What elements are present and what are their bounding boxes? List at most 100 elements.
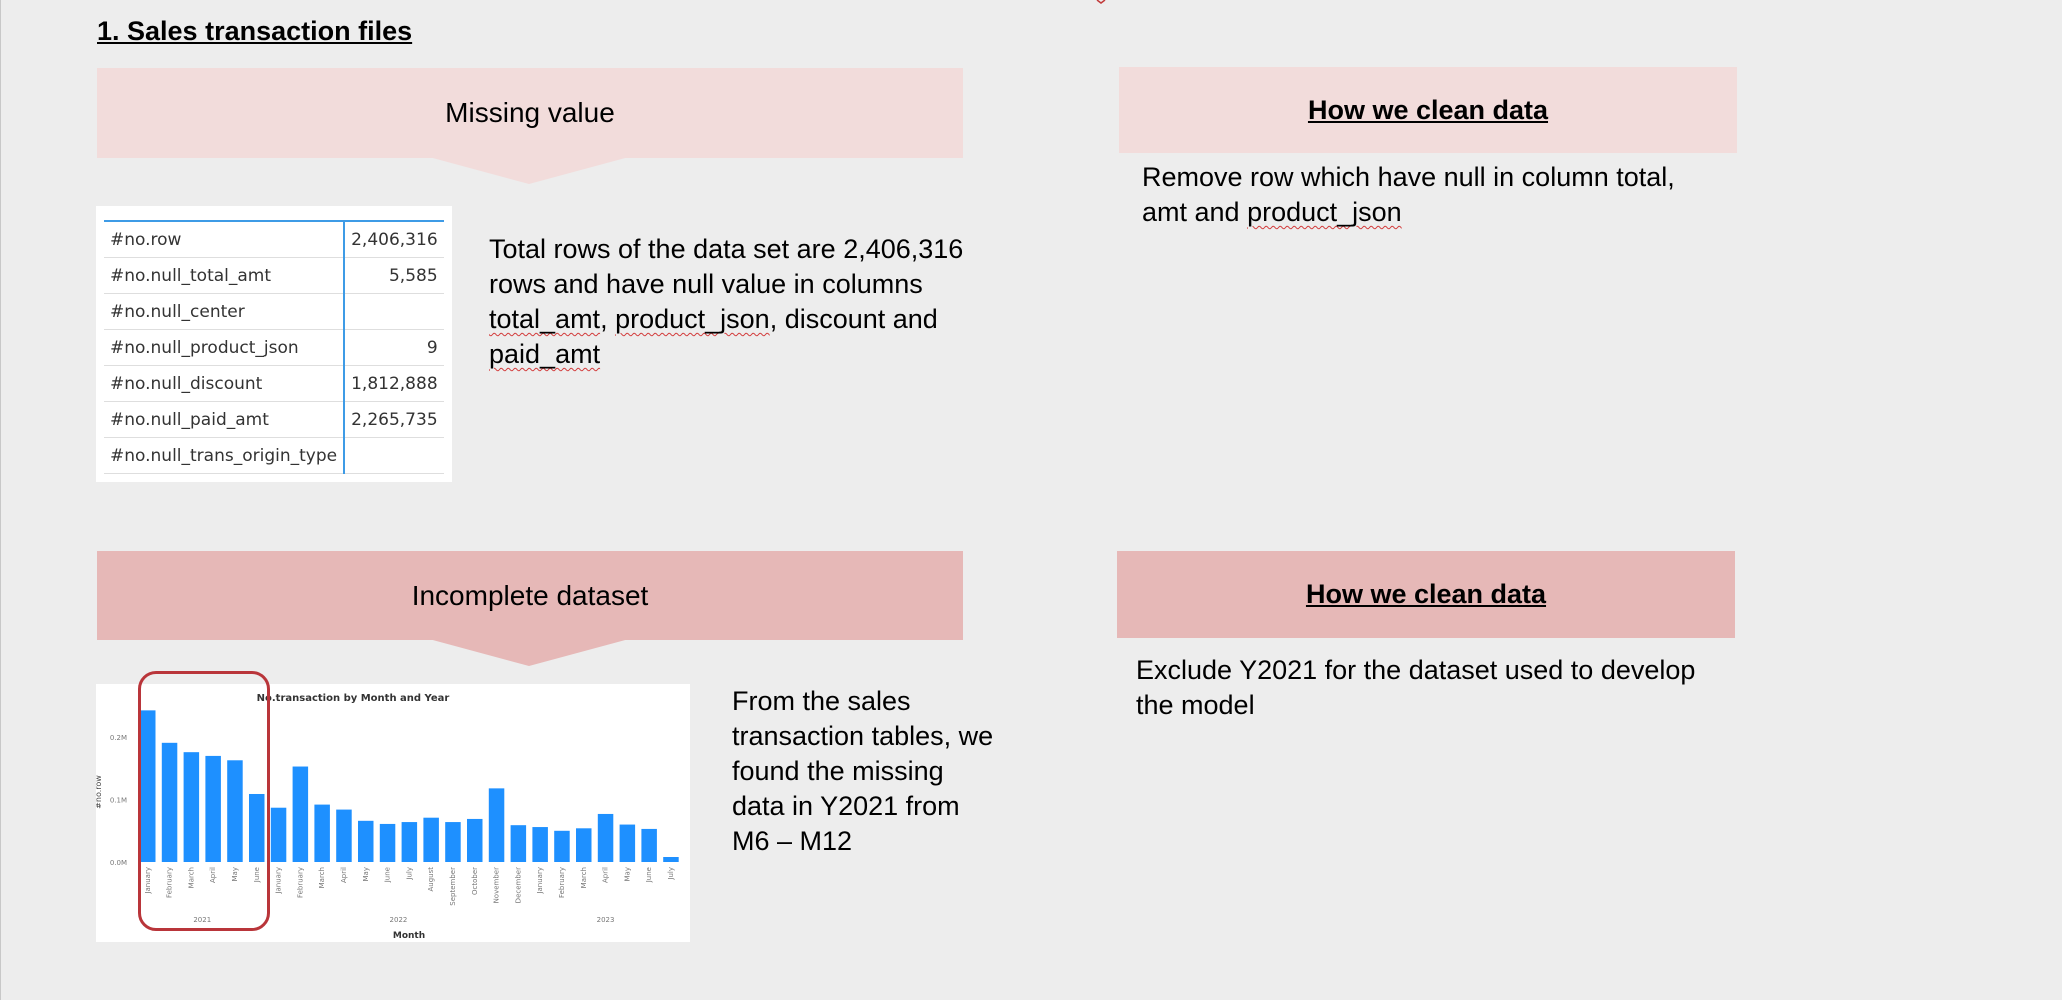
x-tick-label: February <box>558 867 566 898</box>
incomplete-dataset-label: Incomplete dataset <box>97 551 963 640</box>
bar <box>641 828 657 862</box>
bar <box>336 809 352 862</box>
null-count-table-card: #no.row 2,406,316 #no.null_total_amt 5,585 #… <box>96 206 452 482</box>
x-tick-label: July <box>667 867 675 881</box>
missing-value-description: Total rows of the data set are 2,406,316… <box>489 234 964 369</box>
missing-value-label: Missing value <box>97 68 963 158</box>
x-tick-label: April <box>209 867 217 883</box>
chart-title: No.transaction by Month and Year <box>257 693 450 704</box>
x-tick-label: September <box>449 867 457 906</box>
table-row: #no.null_total_amt 5,585 <box>104 257 444 294</box>
stat-value: 2,406,316 <box>344 221 444 258</box>
x-tick-label: June <box>645 867 653 883</box>
stat-value: 9 <box>344 329 444 366</box>
incomplete-dataset-description: From the sales transaction tables, we fo… <box>732 686 994 856</box>
bar <box>510 825 527 862</box>
y-axis-label: #no.row <box>96 775 103 809</box>
bar <box>554 830 570 862</box>
stat-label: #no.row <box>104 221 346 258</box>
stat-label: #no.null_product_json <box>104 329 346 366</box>
x-tick-label: January <box>536 867 544 895</box>
section-title: 1. Sales transaction files <box>97 16 413 46</box>
slide-left-border <box>0 0 1 1000</box>
how-we-clean-heading-1: How we clean data <box>1119 67 1737 153</box>
table-row: #no.row 2,406,316 <box>104 221 444 258</box>
bar <box>379 823 396 862</box>
bar <box>619 824 636 862</box>
null-count-table: #no.row 2,406,316 #no.null_total_amt 5,585 #… <box>104 220 444 474</box>
bar <box>249 793 265 862</box>
x-tick-label: January <box>275 867 283 895</box>
stat-label: #no.null_total_amt <box>104 257 346 294</box>
bar <box>576 828 592 862</box>
year-2021-highlight <box>138 671 270 931</box>
table-row: #no.null_product_json 9 <box>104 329 444 366</box>
x-tick-label: October <box>471 867 479 895</box>
bar <box>663 857 679 862</box>
transaction-chart-card: No.transaction by Month and Year #no.row M… <box>96 684 690 942</box>
bar <box>205 755 221 862</box>
y-tick-label: 0.2M <box>110 734 127 742</box>
clean-method-text-1: Remove row which have null in column tot… <box>1142 162 1675 227</box>
bar <box>467 818 483 862</box>
x-tick-label: April <box>340 867 348 883</box>
x-tick-label: February <box>166 867 174 898</box>
y-tick-label: 0.1M <box>110 797 127 805</box>
stat-value: 5,585 <box>344 257 444 294</box>
y-tick-label: 0.0M <box>110 859 127 867</box>
x-tick-label: August <box>427 867 435 892</box>
bar <box>532 827 548 862</box>
incomplete-dataset-callout: Incomplete dataset <box>97 551 963 669</box>
bar <box>445 822 461 862</box>
x-tick-label: January <box>144 867 152 895</box>
bar <box>423 817 439 862</box>
year-label: 2023 <box>597 916 615 924</box>
x-tick-label: March <box>318 867 326 888</box>
x-tick-label: May <box>623 867 631 881</box>
x-tick-label: June <box>384 867 392 883</box>
year-label: 2022 <box>390 916 408 924</box>
stat-label: #no.null_discount <box>104 365 346 402</box>
x-tick-label: April <box>602 867 610 883</box>
x-tick-label: May <box>231 867 239 881</box>
stat-label: #no.null_paid_amt <box>104 401 346 438</box>
clean-method-text-2: Exclude Y2021 for the dataset used to de… <box>1136 655 1696 720</box>
bar <box>597 813 614 862</box>
stat-value <box>344 437 444 474</box>
table-row: #no.null_trans_origin_type <box>104 437 444 474</box>
bar <box>140 710 156 862</box>
bar <box>401 822 418 862</box>
bar <box>183 752 200 862</box>
bar <box>227 760 243 862</box>
x-tick-label: December <box>514 867 522 903</box>
stat-label: #no.null_trans_origin_type <box>104 437 346 474</box>
x-tick-label: March <box>580 867 588 888</box>
x-tick-label: November <box>493 867 501 904</box>
stat-value: 1,812,888 <box>344 365 444 402</box>
stat-label: #no.null_center <box>104 293 346 330</box>
bar <box>358 820 374 862</box>
x-axis-label: Month <box>393 931 425 941</box>
x-tick-label: February <box>296 867 304 898</box>
how-we-clean-heading-2: How we clean data <box>1117 551 1735 638</box>
bar <box>292 766 309 862</box>
transaction-bar-chart: No.transaction by Month and Year #no.row M… <box>96 693 679 941</box>
table-row: #no.null_paid_amt 2,265,735 <box>104 401 444 438</box>
missing-value-callout: Missing value <box>97 68 963 186</box>
bar <box>161 742 178 862</box>
x-tick-label: May <box>362 867 370 881</box>
stat-value: 2,265,735 <box>344 401 444 438</box>
cursor-mark <box>1096 0 1106 4</box>
year-label: 2021 <box>193 916 211 924</box>
table-row: #no.null_discount 1,812,888 <box>104 365 444 402</box>
table-row: #no.null_center <box>104 293 444 330</box>
x-tick-label: March <box>187 867 195 888</box>
callout-arrow <box>429 157 629 184</box>
callout-arrow <box>429 639 629 666</box>
bar <box>488 788 505 862</box>
bar <box>270 807 287 862</box>
stat-value <box>344 293 444 330</box>
x-tick-label: June <box>253 867 261 883</box>
bar <box>314 804 330 862</box>
x-tick-label: July <box>405 867 413 881</box>
